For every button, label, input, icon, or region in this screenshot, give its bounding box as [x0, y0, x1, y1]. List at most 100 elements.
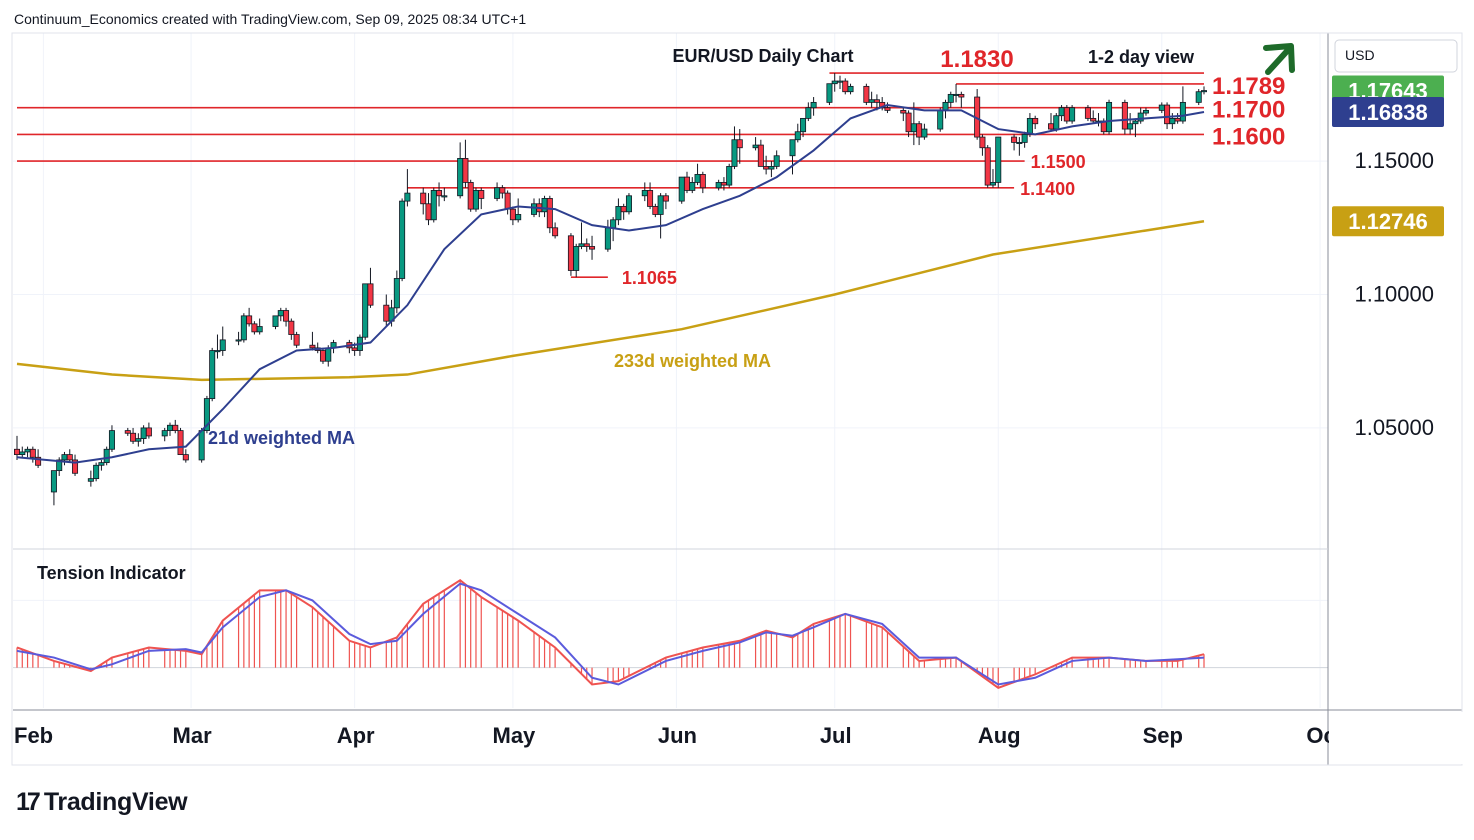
candle-body	[103, 448, 110, 464]
candle-body	[678, 176, 685, 202]
candle-body	[921, 128, 928, 138]
up-arrow-icon	[1263, 43, 1295, 75]
currency-box	[1334, 39, 1458, 73]
candle-body	[182, 454, 189, 461]
candle-body	[1053, 115, 1060, 130]
candle-body	[1063, 107, 1070, 122]
candle-body	[24, 448, 31, 453]
candle-body	[1142, 109, 1149, 114]
candle-body	[166, 424, 173, 431]
candle-body	[319, 350, 326, 362]
candle-body	[763, 166, 770, 170]
candle-body	[583, 243, 590, 247]
candle-body	[546, 198, 553, 229]
candle-body	[1132, 120, 1139, 125]
candle-body	[647, 190, 654, 207]
candle-body	[884, 107, 891, 111]
candle-body	[462, 158, 469, 183]
candle-body	[1174, 117, 1181, 122]
candle-body	[805, 107, 812, 119]
candle-body	[620, 206, 627, 213]
candle-body	[240, 315, 247, 341]
candle-body	[937, 109, 944, 130]
candle-body	[288, 320, 295, 335]
candle-body	[641, 190, 648, 197]
candle-body	[953, 93, 960, 96]
candle-body	[35, 456, 42, 466]
candle-body	[752, 144, 759, 149]
x-tick-label: Apr	[337, 723, 375, 748]
candle-body	[873, 99, 880, 103]
candle-body	[108, 430, 115, 450]
candle-body	[567, 235, 574, 271]
candle-body	[1158, 104, 1165, 111]
candle-body	[573, 246, 580, 271]
candle-body	[736, 139, 743, 149]
candle-body	[995, 136, 1002, 183]
header-attribution: Continuum_Economics created with Trading…	[14, 11, 527, 27]
chart-title: EUR/USD Daily Chart	[672, 46, 853, 66]
candle-body	[50, 470, 57, 493]
candle-body	[958, 93, 965, 98]
y-tick-label: 1.15000	[1354, 148, 1434, 173]
candle-body	[1137, 112, 1144, 122]
candle-body	[214, 350, 221, 353]
candle-body	[93, 464, 100, 480]
candle-body	[789, 139, 796, 157]
candle-body	[905, 112, 912, 133]
candle-body	[810, 101, 817, 109]
candle-body	[256, 326, 263, 333]
candle-body	[842, 80, 849, 93]
level-label: 1.1400	[1020, 179, 1075, 199]
candle-body	[198, 430, 205, 461]
chart-border	[11, 32, 1463, 766]
indicator-title: Tension Indicator	[37, 563, 186, 583]
candles-layer	[13, 73, 1208, 506]
currency-label: USD	[1345, 47, 1375, 63]
level-label: 1.1065	[622, 268, 677, 288]
candle-body	[615, 206, 622, 221]
candle-body	[731, 139, 738, 167]
x-tick-label: Mar	[173, 723, 213, 748]
candle-body	[140, 427, 147, 439]
candle-body	[531, 203, 538, 215]
candle-body	[836, 80, 843, 83]
candle-body	[900, 109, 907, 114]
price-tag-label: 1.16838	[1348, 100, 1428, 125]
candle-body	[98, 462, 105, 466]
indicator-layer	[16, 579, 1205, 689]
candle-body	[19, 451, 26, 456]
candle-body	[509, 208, 516, 221]
candle-body	[1201, 90, 1208, 93]
candle-body	[145, 427, 152, 437]
candle-body	[478, 190, 485, 199]
candle-body	[768, 166, 775, 170]
candle-body	[325, 347, 332, 362]
candle-body	[916, 123, 923, 138]
candle-body	[72, 459, 79, 474]
candle-body	[1121, 101, 1128, 130]
tension-line	[16, 579, 1205, 689]
candle-body	[309, 344, 316, 349]
candle-body	[541, 198, 548, 213]
x-tick-label: Jun	[658, 723, 697, 748]
candle-body	[947, 93, 954, 103]
candle-body	[504, 192, 511, 210]
candle-body	[235, 339, 242, 342]
candle-body	[1090, 117, 1097, 122]
y-tick-label: 1.10000	[1354, 282, 1434, 307]
candle-body	[494, 187, 501, 199]
ma233-label: 233d weighted MA	[614, 351, 771, 371]
candle-body	[726, 166, 733, 186]
candle-body	[1169, 117, 1176, 125]
candle-body	[1048, 123, 1055, 130]
candle-body	[293, 334, 300, 346]
tension-signal-line	[16, 582, 1205, 686]
candle-body	[625, 195, 632, 213]
candle-body	[800, 117, 807, 133]
candle-body	[499, 187, 506, 194]
x-tick-label: Jul	[820, 723, 852, 748]
candle-body	[1106, 101, 1113, 133]
tradingview-logo[interactable]: 17 TradingView	[16, 788, 188, 817]
